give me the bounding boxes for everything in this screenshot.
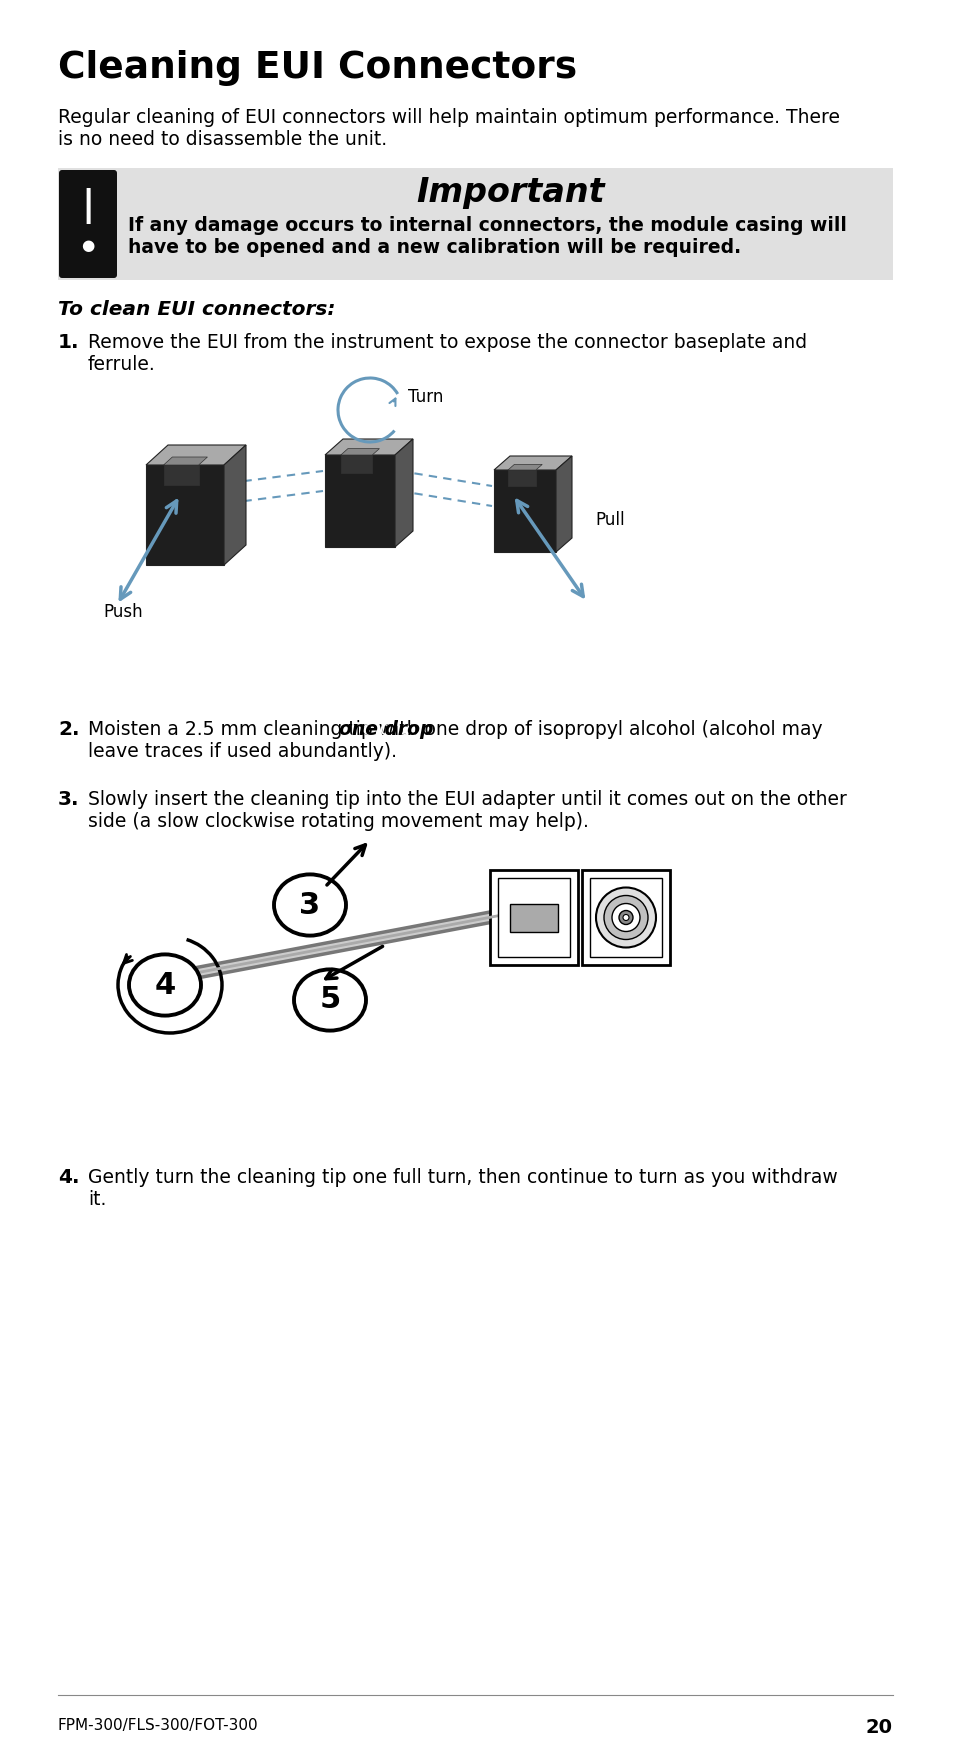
Circle shape: [596, 888, 656, 947]
Text: Regular cleaning of EUI connectors will help maintain optimum performance. There: Regular cleaning of EUI connectors will …: [58, 108, 840, 127]
Text: 4.: 4.: [58, 1168, 79, 1187]
Text: ●: ●: [81, 238, 94, 254]
Circle shape: [622, 914, 628, 921]
Text: To clean EUI connectors:: To clean EUI connectors:: [58, 301, 335, 320]
Text: |: |: [81, 188, 94, 224]
Polygon shape: [163, 457, 207, 466]
FancyBboxPatch shape: [490, 871, 578, 965]
Polygon shape: [325, 455, 395, 547]
Text: leave traces if used abundantly).: leave traces if used abundantly).: [88, 742, 396, 761]
Text: 5: 5: [319, 985, 340, 1015]
Text: 2.: 2.: [58, 720, 79, 739]
Text: is no need to disassemble the unit.: is no need to disassemble the unit.: [58, 130, 387, 149]
Text: 1.: 1.: [58, 334, 79, 353]
Text: Gently turn the cleaning tip one full turn, then continue to turn as you withdra: Gently turn the cleaning tip one full tu…: [88, 1168, 837, 1187]
Polygon shape: [494, 469, 556, 553]
Polygon shape: [146, 445, 246, 466]
Text: Important: Important: [416, 176, 604, 209]
Polygon shape: [507, 469, 536, 487]
Text: Slowly insert the cleaning tip into the EUI adapter until it comes out on the ot: Slowly insert the cleaning tip into the …: [88, 791, 846, 808]
Polygon shape: [395, 440, 413, 547]
FancyBboxPatch shape: [510, 904, 558, 932]
Polygon shape: [325, 440, 413, 455]
Polygon shape: [340, 455, 372, 473]
Text: 4: 4: [154, 970, 175, 999]
Polygon shape: [494, 455, 572, 469]
Polygon shape: [507, 464, 541, 469]
Text: one drop: one drop: [339, 720, 428, 739]
Polygon shape: [340, 448, 379, 455]
Text: side (a slow clockwise rotating movement may help).: side (a slow clockwise rotating movement…: [88, 812, 588, 831]
Polygon shape: [146, 466, 224, 565]
Text: If any damage occurs to internal connectors, the module casing will: If any damage occurs to internal connect…: [128, 216, 846, 235]
Circle shape: [612, 904, 639, 932]
Polygon shape: [163, 466, 198, 485]
Text: 3.: 3.: [58, 791, 79, 808]
Text: 20: 20: [865, 1717, 892, 1736]
Text: FPM-300/FLS-300/FOT-300: FPM-300/FLS-300/FOT-300: [58, 1717, 258, 1733]
Polygon shape: [224, 445, 246, 565]
Text: Turn: Turn: [408, 388, 443, 407]
Text: Moisten a 2.5 mm cleaning tip with one drop of isopropyl alcohol (alcohol may: Moisten a 2.5 mm cleaning tip with one d…: [88, 720, 821, 739]
Text: it.: it.: [88, 1191, 107, 1210]
FancyBboxPatch shape: [59, 170, 117, 278]
Circle shape: [603, 895, 647, 940]
Text: ferrule.: ferrule.: [88, 355, 155, 374]
Ellipse shape: [294, 970, 366, 1031]
Text: Push: Push: [104, 603, 143, 620]
Text: Remove the EUI from the instrument to expose the connector baseplate and: Remove the EUI from the instrument to ex…: [88, 334, 806, 353]
FancyBboxPatch shape: [589, 878, 661, 958]
Text: have to be opened and a new calibration will be required.: have to be opened and a new calibration …: [128, 238, 740, 257]
Circle shape: [618, 911, 633, 925]
Ellipse shape: [129, 954, 201, 1015]
Text: 3: 3: [299, 890, 320, 919]
Text: Pull: Pull: [595, 511, 624, 528]
Text: Cleaning EUI Connectors: Cleaning EUI Connectors: [58, 50, 577, 85]
Ellipse shape: [274, 874, 346, 935]
FancyBboxPatch shape: [581, 871, 669, 965]
Text: one drop: one drop: [339, 720, 434, 739]
FancyBboxPatch shape: [58, 169, 892, 280]
FancyBboxPatch shape: [497, 878, 569, 958]
Polygon shape: [556, 455, 572, 553]
